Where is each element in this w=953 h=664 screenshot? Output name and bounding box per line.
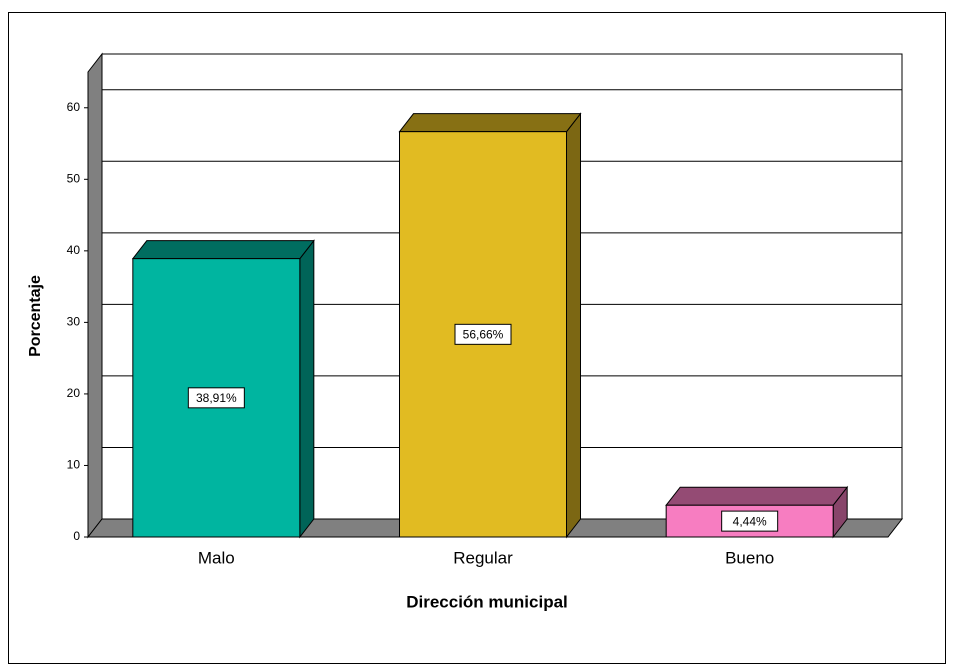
x-tick-label: Regular	[453, 548, 513, 567]
value-label-box	[721, 510, 779, 532]
bar-top	[131, 240, 315, 260]
y-axis-label: Porcentaje	[27, 275, 44, 357]
y-tick-label: 40	[67, 243, 81, 257]
y-tick-label: 20	[67, 386, 81, 400]
bar-side	[299, 239, 315, 539]
value-label-box	[454, 323, 512, 345]
value-label: 38,91%	[196, 391, 237, 405]
bar-side	[566, 112, 581, 539]
y-tick-label: 60	[67, 100, 81, 114]
bar-top	[398, 113, 582, 133]
value-label: 4,44%	[733, 514, 767, 528]
y-tick-label: 10	[67, 458, 81, 472]
x-axis-label: Dirección municipal	[406, 592, 568, 611]
value-label: 56,66%	[463, 328, 504, 342]
y-tick-label: 30	[67, 315, 81, 329]
y-tick-label: 50	[67, 171, 81, 185]
bar	[665, 504, 834, 538]
y-tick-label: 0	[73, 529, 80, 543]
left-wall	[87, 52, 103, 539]
bar-top	[665, 486, 849, 506]
x-tick-label: Malo	[198, 548, 235, 567]
x-tick-label: Bueno	[725, 548, 774, 567]
value-label-box	[187, 387, 245, 409]
